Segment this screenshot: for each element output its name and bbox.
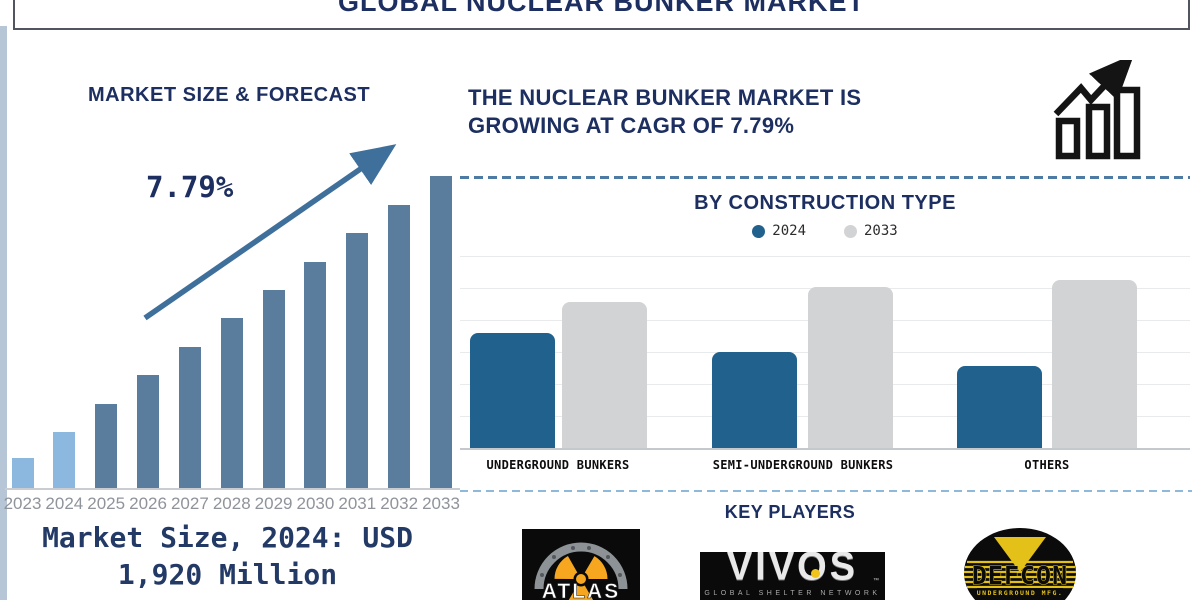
construction-bar-2024-0 (470, 333, 555, 448)
construction-category-label: UNDERGROUND BUNKERS (486, 458, 630, 472)
construction-bar-2033-1 (808, 287, 893, 448)
atlas-caption: ATLAS (542, 580, 620, 600)
forecast-bar-2032 (388, 205, 411, 488)
defcon-caption: DEFCON (972, 561, 1068, 590)
forecast-axis-label-2032: 2032 (380, 494, 419, 513)
defcon-subcaption: UNDERGROUND MFG. (977, 589, 1064, 597)
cagr-heading-line1: THE NUCLEAR BUNKER MARKET IS (468, 85, 862, 110)
logo-vivos: VIVOS ™ GLOBAL SHELTER NETWORK (700, 552, 885, 600)
page-title: GLOBAL NUCLEAR BUNKER MARKET (338, 0, 865, 17)
forecast-bar-2033 (430, 176, 452, 488)
forecast-bar-2031 (346, 233, 369, 488)
forecast-bar-2024 (53, 432, 76, 488)
construction-category-label: OTHERS (1024, 458, 1070, 472)
forecast-axis-label-2023: 2023 (3, 494, 42, 513)
growth-chart-icon (1053, 60, 1141, 160)
construction-chart-title: BY CONSTRUCTION TYPE (694, 192, 956, 214)
forecast-axis-label-2026: 2026 (129, 494, 167, 513)
construction-plot: UNDERGROUND BUNKERS SEMI-UNDERGROUND BUNK… (460, 250, 1190, 472)
vivos-caption: VIVOS (726, 552, 859, 590)
forecast-bar-2027 (178, 347, 201, 488)
forecast-bar-2028 (220, 318, 243, 488)
cagr-annotation: 7.79% (146, 170, 234, 204)
trend-arrow-icon (143, 144, 397, 321)
key-players-title: KEY PLAYERS (724, 502, 856, 522)
forecast-bar-2029 (262, 290, 285, 488)
construction-bar-2024-2 (957, 366, 1042, 448)
dashed-separator-top (460, 176, 1190, 179)
forecast-bar-2026 (137, 375, 160, 488)
legend-label: 2024 (772, 223, 806, 239)
construction-category-label: SEMI-UNDERGROUND BUNKERS (712, 458, 894, 472)
forecast-axis-label-2030: 2030 (296, 494, 335, 513)
vivos-subcaption: GLOBAL SHELTER NETWORK (704, 590, 881, 597)
legend-item-2033: 2033 (844, 223, 898, 239)
vivos-o-dot (811, 569, 820, 578)
forecast-bar-2030 (304, 262, 327, 488)
market-size-line1: Market Size, 2024: USD (42, 521, 413, 554)
defcon-emblem: DEFCON UNDERGROUND MFG. (964, 528, 1076, 600)
legend-dot (844, 224, 857, 238)
construction-bar-2033-2 (1052, 280, 1137, 448)
vivos-trademark: ™ (873, 578, 879, 584)
gridline (460, 256, 1190, 257)
forecast-bar-2023 (11, 458, 34, 488)
construction-bar-2024-1 (712, 352, 797, 448)
forecast-axis-label-2025: 2025 (87, 494, 126, 513)
forecast-bar-2025 (95, 404, 118, 488)
forecast-section-title: MARKET SIZE & FORECAST (88, 84, 371, 106)
forecast-axis-label-2031: 2031 (338, 494, 377, 513)
legend-dot (752, 224, 766, 238)
construction-legend: 2024 2033 (460, 223, 1190, 239)
radiation-icon: ATLAS (534, 542, 628, 600)
forecast-axis-label-2028: 2028 (212, 494, 251, 513)
cagr-heading: THE NUCLEAR BUNKER MARKET IS GROWING AT … (468, 84, 861, 140)
forecast-axis-label-2024: 2024 (45, 494, 84, 513)
market-size-callout: Market Size, 2024: USD 1,920 Million (25, 519, 430, 593)
market-size-line2: 1,920 Million (117, 558, 338, 591)
legend-label: 2033 (864, 223, 898, 239)
forecast-axis-label-2033: 2033 (422, 494, 460, 513)
forecast-axis-label-2029: 2029 (254, 494, 293, 513)
logo-atlas: ATLAS (522, 529, 640, 600)
title-banner: GLOBAL NUCLEAR BUNKER MARKET (13, 0, 1190, 30)
forecast-axis-label-2027: 2027 (170, 494, 209, 513)
dashed-separator-bottom (460, 490, 1192, 492)
construction-bar-2033-0 (562, 302, 647, 448)
cagr-heading-line2: GROWING AT CAGR OF 7.79% (468, 113, 795, 138)
legend-item-2024: 2024 (752, 223, 806, 239)
frame-left-strip (0, 26, 7, 600)
forecast-years: 2023 2024 2025 2026 2027 2028 2029 2030 2031 2032… (4, 494, 460, 514)
logo-defcon: DEFCON UNDERGROUND MFG. (953, 522, 1090, 600)
forecast-bars (5, 150, 460, 490)
